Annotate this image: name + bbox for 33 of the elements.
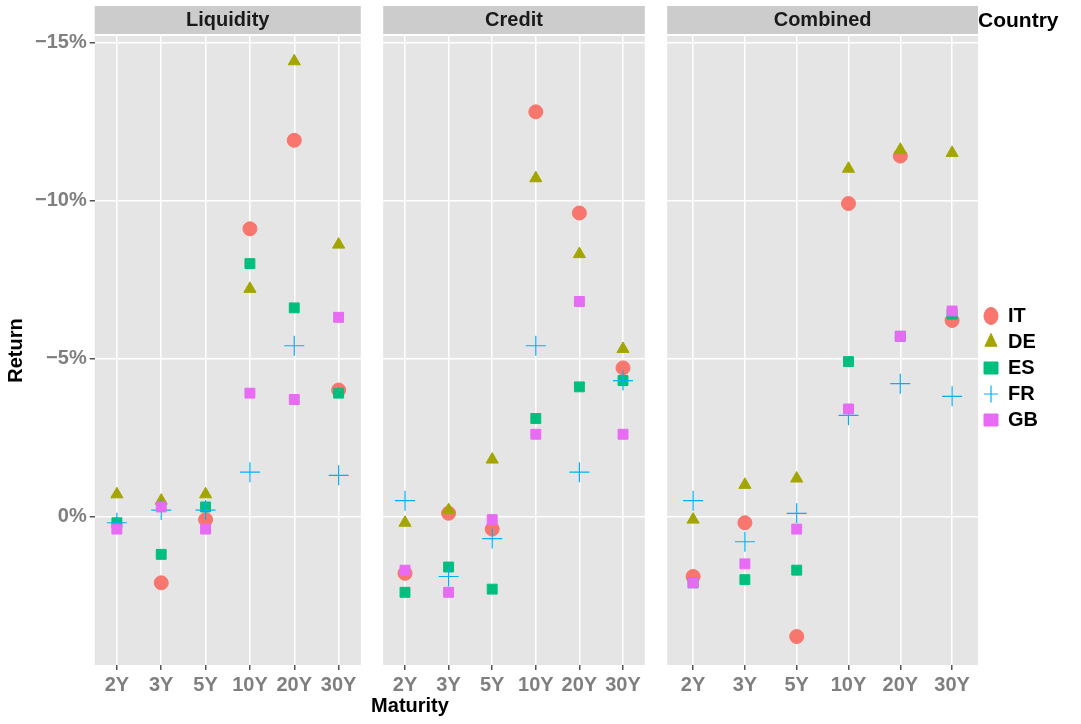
y-tick-label: −10% [34, 187, 87, 210]
x-tick-label: 5Y [784, 672, 810, 695]
x-tick-label: 30Y [605, 672, 642, 695]
x-tick-label: 2Y [680, 672, 706, 695]
legend-title: Country [978, 8, 1059, 32]
x-axis-title: Maturity [370, 694, 450, 717]
x-tick-label: 10Y [232, 672, 269, 695]
y-tick-label: 0% [57, 503, 87, 526]
chart-title: Combined [773, 7, 872, 30]
legend-label: IT [1008, 303, 1026, 326]
x-tick-label: 3Y [732, 672, 758, 695]
y-tick-label: −5% [46, 345, 87, 368]
x-tick-label: 10Y [518, 672, 555, 695]
x-tick-label: 5Y [193, 672, 219, 695]
x-tick-label: 3Y [436, 672, 462, 695]
chart-title: Credit [485, 7, 544, 30]
x-tick-label: 20Y [882, 672, 919, 695]
x-tick-label: 3Y [149, 672, 175, 695]
legend-label: ES [1008, 355, 1035, 378]
x-tick-label: 2Y [392, 672, 418, 695]
x-tick-label: 30Y [934, 672, 971, 695]
y-tick-label: −15% [34, 29, 87, 52]
y-axis-title: Return [3, 318, 26, 383]
legend-label: FR [1008, 381, 1036, 404]
legend-label: GB [1008, 407, 1038, 430]
x-tick-label: 10Y [830, 672, 867, 695]
legend-label: DE [1008, 329, 1036, 352]
x-tick-label: 2Y [104, 672, 130, 695]
x-tick-label: 20Y [276, 672, 313, 695]
x-tick-label: 20Y [561, 672, 598, 695]
x-tick-label: 5Y [479, 672, 506, 695]
x-tick-label: 30Y [320, 672, 358, 695]
chart-title: Liquidity [186, 7, 271, 30]
